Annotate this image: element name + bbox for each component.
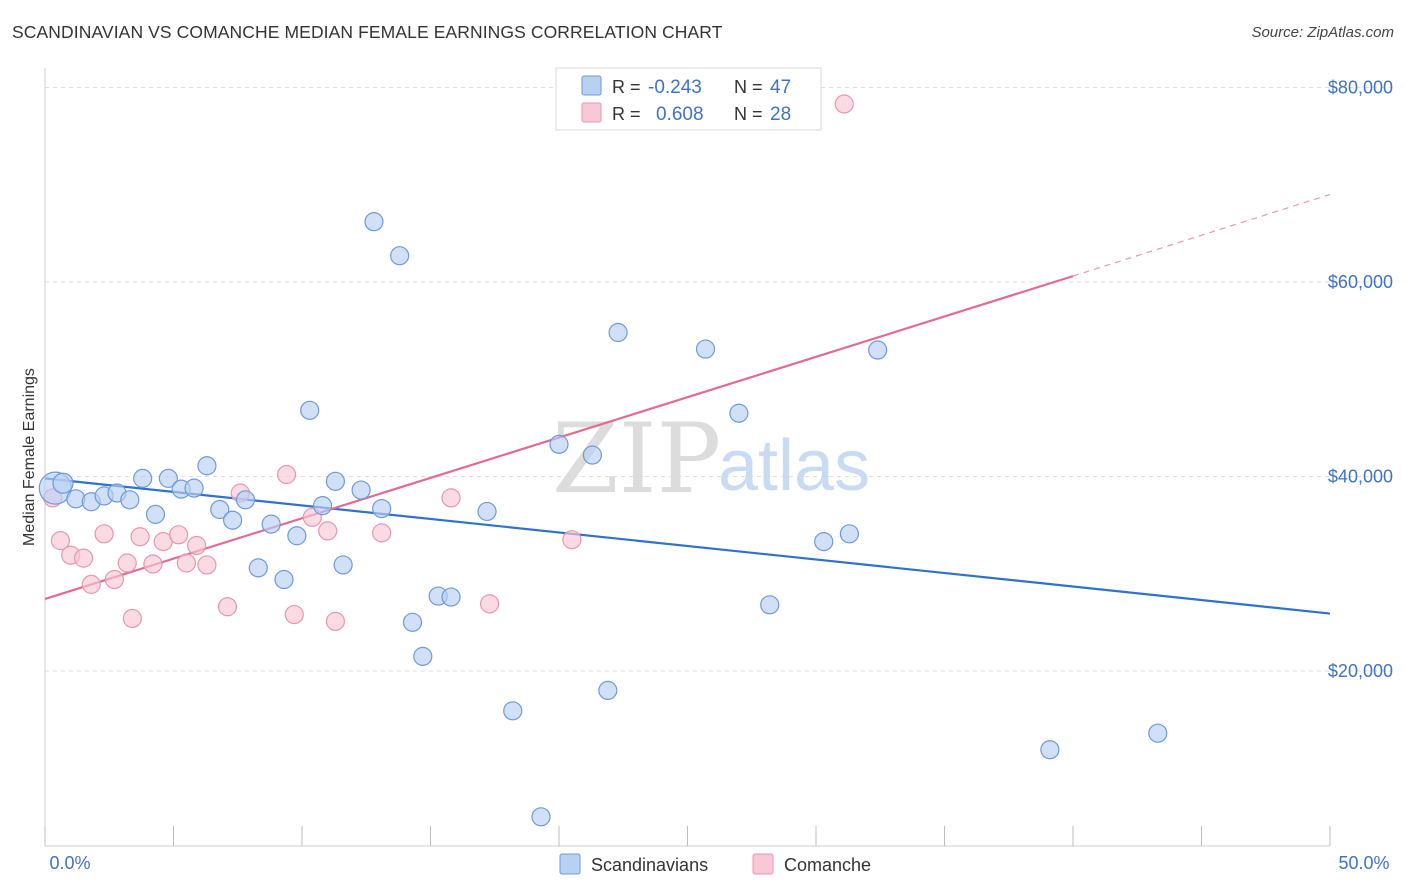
- point-scandinavians-42: [814, 532, 834, 552]
- point-comanche-6: [104, 569, 124, 590]
- x-tick-label-max: 50.0%: [1338, 853, 1389, 873]
- watermark-atlas: atlas: [718, 426, 870, 506]
- point-scandinavians-36: [582, 445, 603, 465]
- legend-swatch-comanche: [581, 102, 602, 123]
- point-comanche-24: [441, 488, 461, 508]
- legend-r-label-1: R =: [612, 77, 641, 97]
- point-scandinavians-46: [1148, 723, 1168, 743]
- point-scandinavians-16: [248, 558, 268, 578]
- point-scandinavians-25: [364, 212, 384, 232]
- point-scandinavians-19: [287, 526, 307, 546]
- point-scandinavians-34: [531, 807, 551, 827]
- legend-n-value-1: 47: [770, 77, 791, 98]
- trend-line-scandinavians: [44, 477, 1331, 615]
- y-tick-label-20000: $20,000: [1328, 661, 1393, 681]
- point-scandinavians-26: [372, 498, 392, 519]
- point-comanche-9: [130, 527, 150, 547]
- bottom-legend-label-scandinavians: Scandinavians: [591, 855, 708, 875]
- point-comanche-22: [325, 611, 346, 631]
- point-comanche-12: [169, 525, 189, 545]
- point-scandinavians-41: [760, 595, 780, 615]
- gridlines: [45, 86, 1392, 672]
- point-scandinavians-15: [235, 490, 256, 510]
- point-scandinavians-38: [608, 322, 628, 343]
- point-scandinavians-39: [695, 339, 716, 359]
- point-scandinavians-6: [120, 490, 140, 510]
- series-legend: Scandinavians Comanche: [559, 853, 871, 875]
- point-comanche-10: [143, 554, 163, 574]
- point-scandinavians-45: [1040, 740, 1060, 760]
- point-comanche-21: [318, 521, 338, 541]
- legend-n-label-2: N =: [734, 104, 763, 124]
- y-tick-label-40000: $40,000: [1328, 466, 1393, 486]
- point-scandinavians-13: [210, 499, 230, 520]
- point-scandinavians-31: [441, 587, 461, 607]
- legend-n-label-1: N =: [734, 77, 763, 97]
- point-comanche-14: [187, 535, 207, 556]
- point-scandinavians-23: [333, 555, 353, 575]
- legend-n-value-2: 28: [770, 104, 791, 125]
- point-comanche-3: [73, 548, 94, 568]
- point-scandinavians-28: [402, 612, 423, 632]
- point-scandinavians-14: [223, 510, 243, 530]
- x-ticks: [44, 826, 1331, 846]
- point-scandinavians-17: [261, 514, 281, 534]
- data-points: [38, 94, 1168, 827]
- point-scandinavians-24: [351, 480, 371, 500]
- point-comanche-1: [50, 531, 71, 551]
- point-comanche-8: [122, 608, 142, 629]
- point-comanche-13: [176, 553, 196, 573]
- point-scandinavians-35: [549, 434, 569, 454]
- chart-title: SCANDINAVIAN VS COMANCHE MEDIAN FEMALE E…: [12, 22, 723, 42]
- point-scandinavians-33: [503, 701, 523, 721]
- y-axis-title: Median Female Earnings: [21, 368, 38, 546]
- point-comanche-15: [197, 555, 217, 575]
- point-scandinavians-1: [52, 472, 74, 494]
- point-scandinavians-32: [477, 501, 497, 522]
- bottom-legend-swatch-comanche: [752, 853, 774, 875]
- point-comanche-4: [81, 574, 101, 594]
- y-tick-label-80000: $80,000: [1328, 77, 1393, 97]
- point-comanche-26: [562, 530, 582, 550]
- point-comanche-5: [94, 524, 114, 544]
- point-scandinavians-18: [274, 569, 294, 590]
- point-scandinavians-20: [300, 400, 320, 420]
- legend-r-value-1: -0.243: [648, 77, 702, 98]
- point-comanche-25: [480, 594, 500, 614]
- point-scandinavians-40: [729, 403, 749, 423]
- stats-legend: R = -0.243 N = 47 R = 0.608 N = 28: [555, 67, 822, 131]
- legend-r-label-2: R =: [612, 104, 641, 124]
- legend-swatch-scandinavians: [581, 75, 602, 96]
- y-tick-labels: $20,000 $40,000 $60,000 $80,000: [1328, 77, 1393, 681]
- point-scandinavians-7: [133, 468, 153, 488]
- point-comanche-19: [284, 604, 304, 625]
- point-scandinavians-43: [839, 524, 860, 544]
- y-tick-label-60000: $60,000: [1328, 272, 1393, 292]
- watermark: ZIP atlas: [552, 403, 870, 515]
- point-comanche-18: [276, 464, 297, 485]
- source-credit: Source: ZipAtlas.com: [1251, 24, 1394, 41]
- point-comanche-23: [372, 523, 392, 543]
- x-tick-label-min: 0.0%: [49, 853, 90, 873]
- point-scandinavians-37: [598, 680, 618, 701]
- point-scandinavians-29: [413, 646, 433, 666]
- trend-line-comanche-extension: [1072, 193, 1331, 277]
- point-scandinavians-12: [197, 456, 217, 476]
- point-comanche-16: [217, 597, 238, 617]
- point-scandinavians-22: [325, 471, 346, 491]
- point-scandinavians-21: [312, 496, 333, 516]
- bottom-legend-label-comanche: Comanche: [784, 855, 871, 875]
- point-scandinavians-27: [390, 246, 410, 266]
- point-scandinavians-9: [158, 468, 178, 488]
- bottom-legend-swatch-scandinavians: [559, 853, 581, 875]
- point-scandinavians-11: [184, 478, 204, 498]
- legend-r-value-2: 0.608: [656, 104, 704, 125]
- point-comanche-27: [834, 94, 854, 114]
- point-scandinavians-44: [868, 340, 888, 360]
- point-comanche-7: [117, 553, 137, 573]
- watermark-zip: ZIP: [552, 403, 721, 515]
- point-scandinavians-8: [145, 504, 166, 524]
